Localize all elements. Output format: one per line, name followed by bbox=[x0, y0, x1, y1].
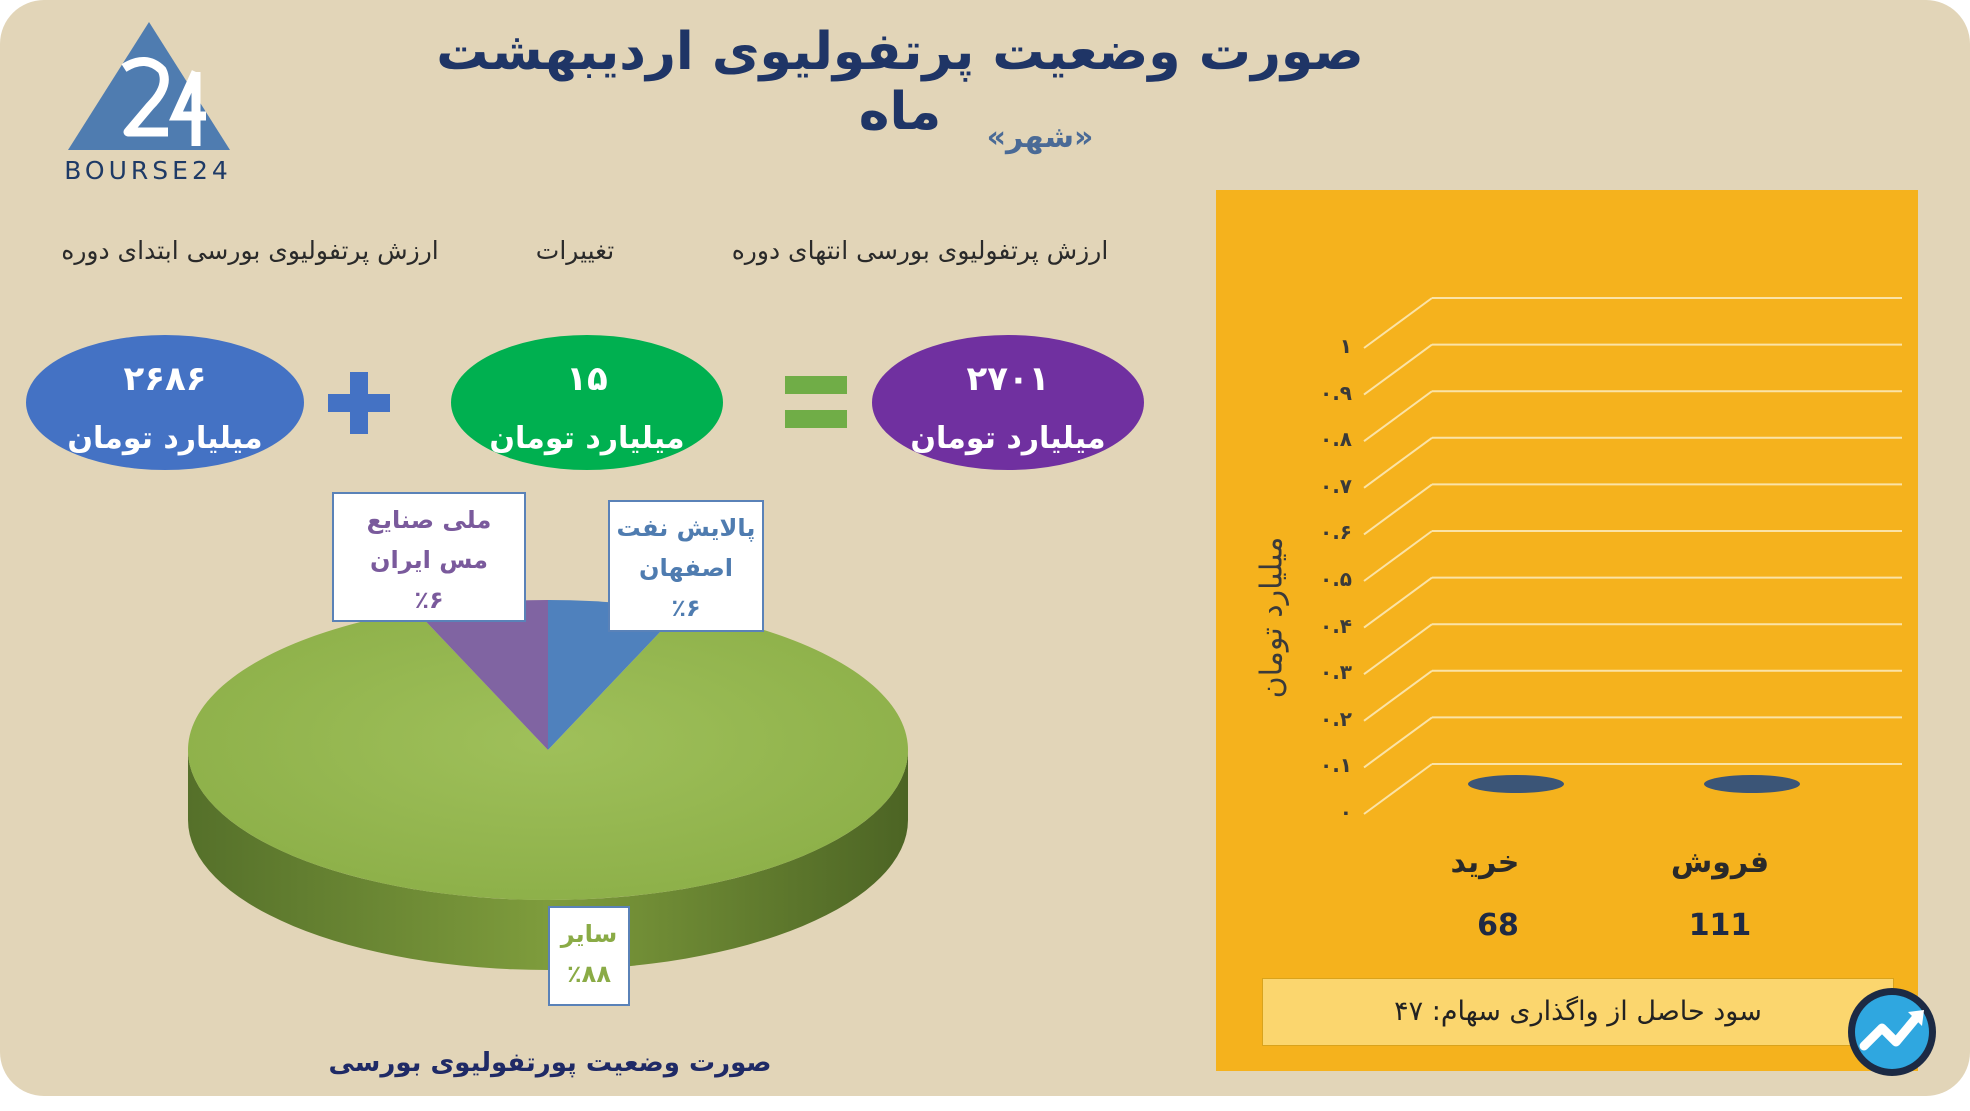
start-value-ellipse: ۲۶۸۶ میلیارد تومان bbox=[26, 335, 304, 470]
end-unit: میلیارد تومان bbox=[910, 421, 1106, 456]
page-title: صورت وضعیت پرتفولیوی اردیبهشت ماه bbox=[436, 22, 1364, 142]
change-heading: تغییرات bbox=[535, 236, 615, 265]
bar-1 bbox=[1468, 775, 1564, 793]
change-unit: میلیارد تومان bbox=[489, 421, 685, 456]
end-value-ellipse: ۲۷۰۱ میلیارد تومان bbox=[872, 335, 1144, 470]
change-value: ۱۵ bbox=[566, 359, 608, 399]
category-value-buy: 68 bbox=[1477, 908, 1519, 943]
bar-y-axis-label: میلیارد تومان bbox=[1254, 536, 1290, 699]
logo-text: BOURSE24 bbox=[64, 156, 232, 185]
equals-icon bbox=[785, 376, 847, 428]
y-tick-label: ۰.۷ bbox=[1319, 473, 1352, 498]
pie-side bbox=[188, 750, 908, 970]
bar-0 bbox=[1704, 775, 1800, 793]
category-value-sell: 111 bbox=[1688, 908, 1752, 943]
y-tick-label: ۱ bbox=[1339, 334, 1352, 358]
page-subtitle: «شهر» bbox=[986, 120, 1094, 155]
pie-label-refinery-value: ٪۶ bbox=[671, 594, 701, 622]
pie-slice bbox=[415, 600, 548, 750]
y-tick-label: ۰.۱ bbox=[1319, 753, 1352, 778]
y-tick-label: ۰.۸ bbox=[1319, 427, 1352, 452]
y-tick-label: ۰.۶ bbox=[1319, 520, 1352, 545]
start-value-heading: ارزش پرتفولیوی بورسی ابتدای دوره bbox=[61, 236, 439, 265]
y-tick-label: ۰.۳ bbox=[1319, 660, 1352, 685]
grid-diagonal bbox=[1363, 297, 1433, 349]
grid-diagonal bbox=[1363, 483, 1433, 536]
grid-diagonal bbox=[1363, 669, 1433, 722]
pie-slice bbox=[188, 610, 909, 900]
pie-label-refinery: پالایش نفت اصفهان ٪۶ bbox=[608, 500, 764, 632]
grid-diagonal bbox=[1363, 436, 1433, 489]
grid-diagonal bbox=[1363, 530, 1433, 582]
grid-diagonal bbox=[1363, 343, 1433, 396]
bourse24-logo bbox=[68, 22, 230, 150]
start-unit: میلیارد تومان bbox=[67, 421, 263, 456]
y-tick-label: ۰ bbox=[1339, 800, 1352, 824]
trade-chart-panel bbox=[1216, 190, 1918, 1071]
profit-box: سود حاصل از واگذاری سهام: ۴۷ bbox=[1262, 978, 1894, 1046]
end-value-heading: ارزش پرتفولیوی بورسی انتهای دوره bbox=[731, 236, 1109, 265]
trade-bar-chart bbox=[1363, 297, 1902, 815]
grid-diagonal bbox=[1363, 763, 1433, 815]
pie-label-copper-value: ٪۶ bbox=[414, 586, 444, 614]
start-value: ۲۶۸۶ bbox=[123, 359, 207, 399]
pie-chart-title: صورت وضعیت پورتفولیوی بورسی bbox=[328, 1048, 772, 1078]
pie-label-other: سایر ٪۸۸ bbox=[548, 906, 630, 1006]
y-tick-label: ۰.۲ bbox=[1319, 706, 1352, 731]
grid-diagonal bbox=[1363, 716, 1433, 769]
portfolio-pie-chart bbox=[188, 600, 909, 970]
grid-diagonal bbox=[1363, 623, 1433, 676]
pie-label-copper-name: ملی صنایع مس ایران bbox=[366, 506, 492, 574]
end-value: ۲۷۰۱ bbox=[966, 359, 1050, 399]
plus-icon bbox=[328, 372, 390, 434]
pie-label-copper: ملی صنایع مس ایران ٪۶ bbox=[332, 492, 526, 622]
grid-diagonal bbox=[1363, 390, 1433, 443]
y-tick-label: ۰.۹ bbox=[1319, 380, 1352, 405]
pie-label-other-name: سایر bbox=[560, 920, 618, 948]
category-label-buy: خرید bbox=[1450, 845, 1520, 880]
category-label-sell: فروش bbox=[1670, 845, 1770, 880]
y-tick-label: ۰.۵ bbox=[1319, 567, 1352, 591]
change-value-ellipse: ۱۵ میلیارد تومان bbox=[451, 335, 723, 470]
pie-slice bbox=[548, 600, 681, 750]
pie-label-refinery-name: پالایش نفت اصفهان bbox=[616, 514, 756, 582]
trend-chart-icon bbox=[1848, 988, 1936, 1076]
grid-diagonal bbox=[1363, 576, 1433, 629]
y-tick-label: ۰.۴ bbox=[1319, 613, 1352, 638]
pie-label-other-value: ٪۸۸ bbox=[567, 960, 611, 988]
